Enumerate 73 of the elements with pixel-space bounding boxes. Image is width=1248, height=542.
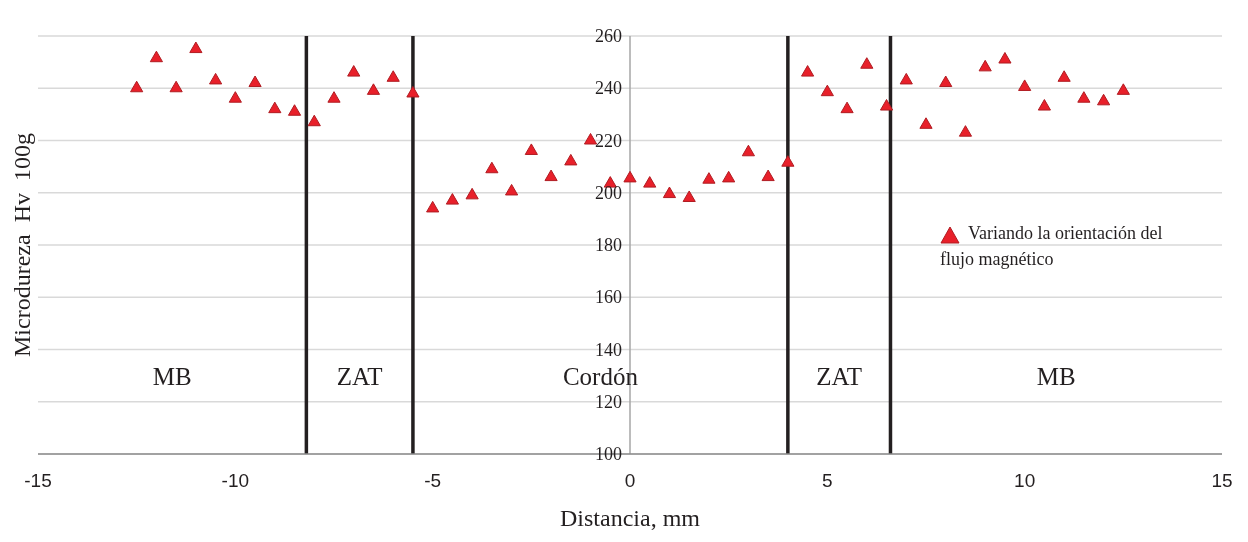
point	[248, 75, 262, 88]
point	[189, 41, 203, 54]
annotation: Cordón	[561, 363, 639, 391]
x-tick-label: 0	[624, 470, 636, 492]
point	[860, 57, 874, 69]
y-tick-label: 160	[595, 287, 622, 308]
point	[643, 176, 657, 188]
point	[485, 161, 499, 174]
point	[662, 186, 677, 199]
x-tick-label: -15	[24, 470, 52, 492]
point	[1057, 70, 1071, 82]
point	[1018, 79, 1032, 91]
point	[445, 193, 459, 205]
point	[1097, 93, 1111, 106]
point	[722, 170, 736, 183]
y-tick-label: 120	[595, 391, 622, 412]
point	[919, 117, 933, 129]
point	[169, 80, 183, 93]
point	[287, 104, 302, 116]
y-tick-label: 220	[595, 130, 622, 151]
y-tick-label: 260	[595, 26, 622, 46]
x-tick-label: -5	[424, 470, 442, 492]
point	[702, 172, 716, 184]
point	[623, 170, 637, 183]
point	[958, 125, 973, 137]
y-axis-title: Microdureza Hv 100g	[9, 133, 35, 357]
point	[801, 65, 815, 77]
point	[564, 153, 578, 166]
point	[366, 83, 381, 95]
point	[209, 72, 223, 85]
point	[426, 200, 440, 213]
x-tick-label: 15	[1211, 470, 1233, 492]
y-tick-label: 240	[595, 78, 622, 99]
point	[741, 144, 755, 157]
x-axis-title: Distancia, mm	[560, 505, 701, 531]
point	[524, 143, 538, 155]
point	[130, 80, 144, 93]
point	[879, 99, 894, 111]
point	[899, 72, 913, 85]
annotation: MB	[1035, 363, 1077, 391]
annotation: ZAT	[335, 363, 384, 391]
y-tick-label: 180	[595, 235, 622, 255]
annotation: ZAT	[815, 363, 864, 391]
point	[268, 101, 282, 114]
point	[465, 187, 479, 200]
x-tick-label: 5	[822, 470, 833, 492]
point	[682, 190, 696, 202]
point	[544, 169, 558, 182]
point	[840, 101, 854, 114]
y-tick-label: 100	[595, 444, 622, 464]
legend-label: Variando la orientación del flujo magnético	[940, 222, 1164, 271]
point	[781, 155, 795, 167]
point	[327, 91, 341, 103]
point	[939, 75, 953, 88]
point	[228, 91, 242, 103]
point	[978, 59, 992, 72]
point	[406, 85, 420, 98]
y-tick-label: 140	[595, 339, 622, 360]
point	[307, 114, 321, 127]
annotation: MB	[151, 363, 193, 391]
x-tick-label: -10	[221, 470, 250, 492]
point	[761, 169, 775, 182]
point	[1037, 99, 1051, 111]
point	[820, 84, 834, 97]
point	[386, 70, 400, 82]
point	[149, 50, 163, 63]
x-tick-label: 10	[1014, 470, 1036, 492]
y-tick-label: 200	[595, 182, 622, 203]
point	[347, 65, 361, 77]
point	[998, 51, 1012, 64]
point	[1116, 83, 1130, 95]
point	[505, 183, 519, 196]
point	[1077, 91, 1091, 103]
